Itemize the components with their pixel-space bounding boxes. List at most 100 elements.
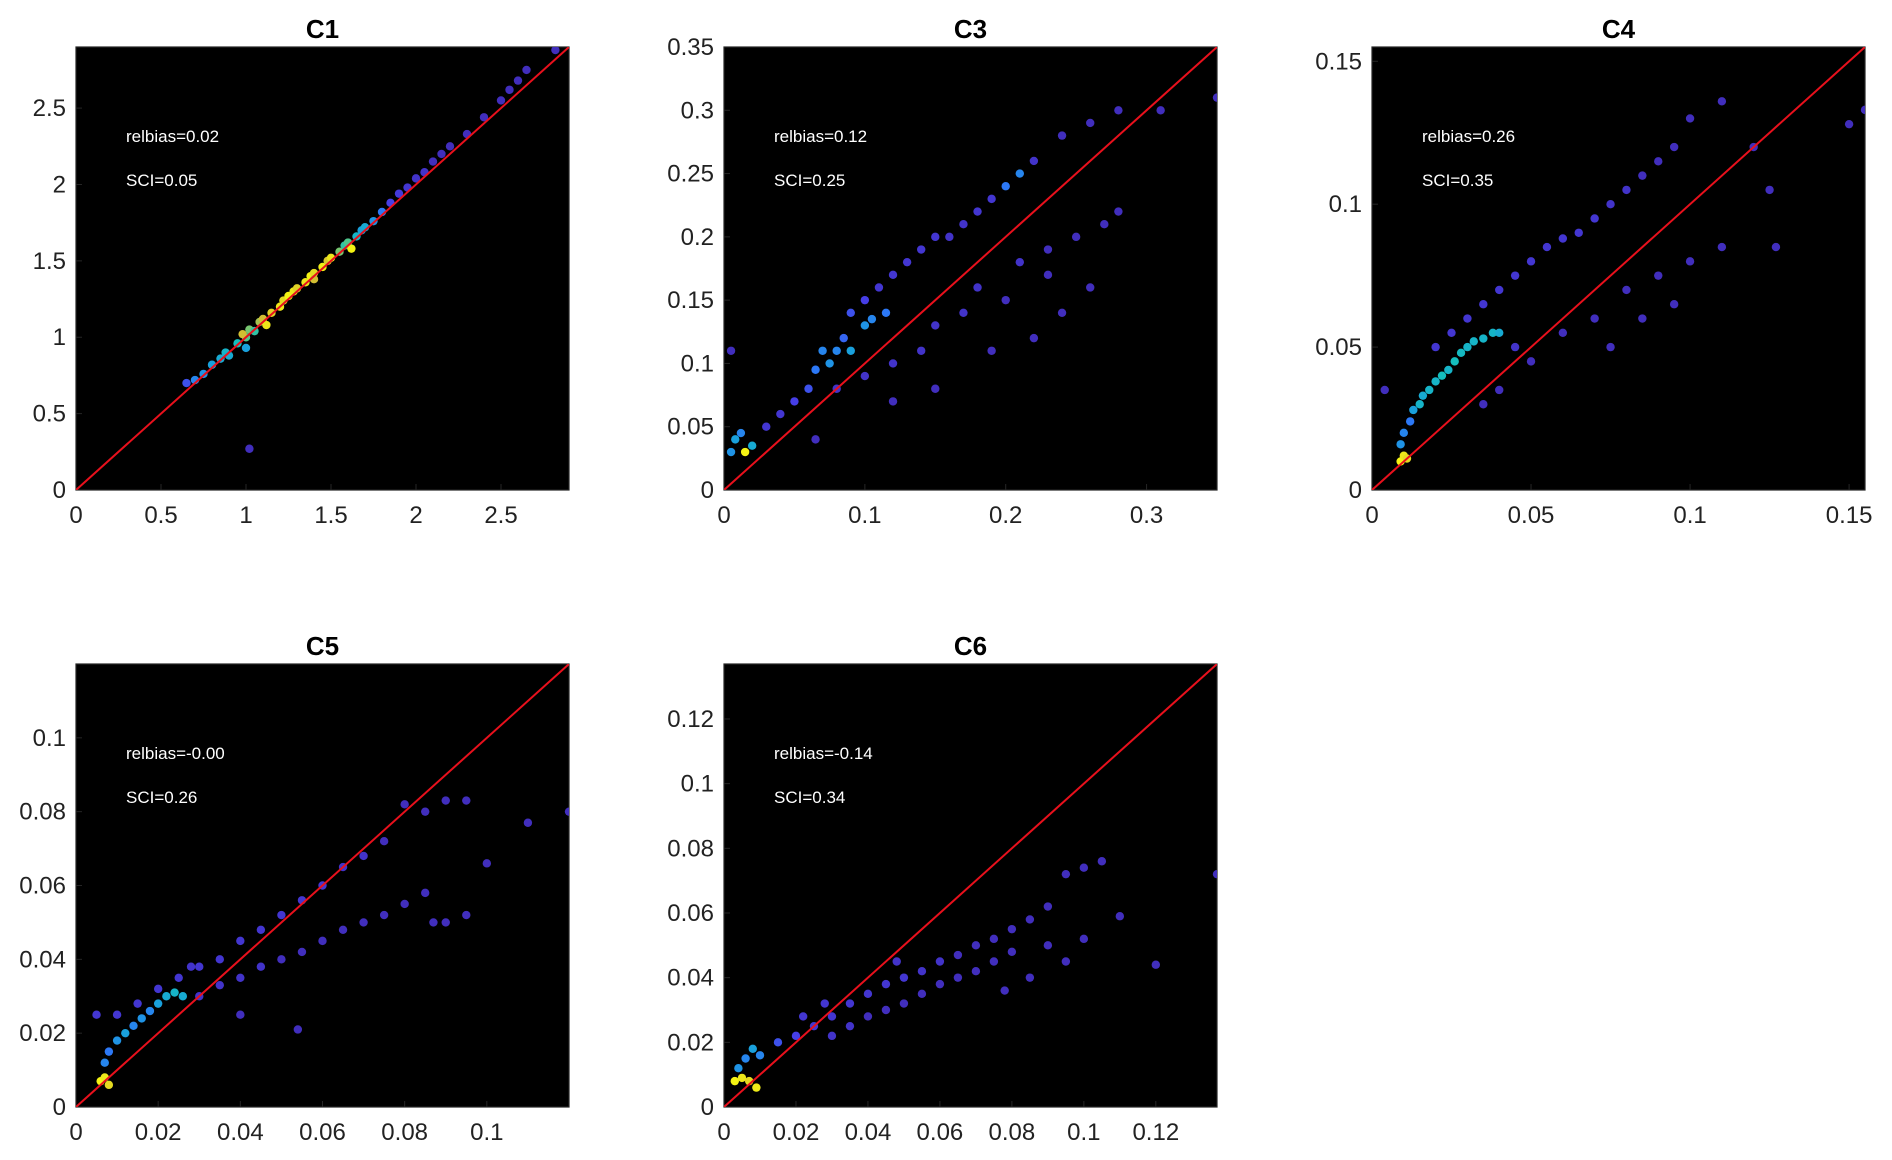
scatter-point (917, 346, 926, 355)
scatter-point (827, 1031, 837, 1041)
identity-line (724, 47, 1217, 490)
scatter-point (899, 999, 909, 1008)
y-tick-label: 0.08 (19, 799, 66, 826)
scatter-point (1685, 114, 1695, 123)
y-tick-label: 0.06 (19, 873, 66, 900)
scatter-point (277, 955, 286, 964)
scatter-point (1765, 185, 1774, 195)
y-tick-label: 0.35 (667, 34, 714, 61)
chart-panel-c4: C4 0 0.05 0.1 0.15 0 0.05 0.1 0.15 relbias=0.26 SC… (1315, 14, 1872, 529)
chart-title: C1 (306, 14, 339, 44)
y-tick-label: 0.04 (19, 946, 66, 973)
scatter-point (1447, 328, 1456, 338)
scatter-point (238, 329, 247, 339)
scatter-point (1469, 337, 1478, 346)
scatter-point (1488, 328, 1498, 338)
scatter-point (818, 346, 827, 355)
relbias-annotation: relbias=-0.14 (774, 744, 873, 763)
scatter-point (888, 270, 898, 280)
scatter-point (987, 194, 996, 204)
scatter-point (1025, 973, 1035, 982)
relbias-annotation: relbias=-0.00 (126, 744, 225, 763)
scatter-point (379, 837, 389, 846)
x-tick-label: 0.1 (848, 502, 881, 529)
chart-title: C6 (954, 631, 987, 661)
x-tick-label: 0.06 (917, 1119, 964, 1146)
scatter-point (153, 984, 163, 994)
scatter-point (1114, 207, 1123, 216)
scatter-point (338, 925, 348, 934)
x-tick-label: 0.12 (1132, 1119, 1179, 1146)
scatter-point (421, 807, 430, 816)
scatter-point (1456, 348, 1466, 358)
y-tick-label: 0.1 (681, 350, 714, 377)
x-tick-label: 0.06 (299, 1119, 346, 1146)
scatter-point (1001, 182, 1010, 191)
scatter-point (429, 918, 438, 927)
scatter-point (755, 1051, 765, 1060)
scatter-point (1409, 405, 1418, 415)
scatter-point (104, 1080, 114, 1090)
scatter-point (256, 925, 266, 934)
scatter-point (133, 999, 142, 1008)
x-tick-label: 2 (409, 502, 422, 529)
scatter-point (297, 947, 307, 957)
scatter-point (1844, 119, 1854, 129)
scatter-point (256, 962, 266, 971)
scatter-points (726, 93, 1217, 457)
y-tick-label: 0 (53, 1094, 66, 1121)
scatter-point (730, 1076, 739, 1086)
scatter-point (846, 346, 855, 355)
scatter-point (1510, 342, 1520, 352)
scatter-point (1463, 342, 1472, 352)
x-tick-label: 0 (717, 1119, 730, 1146)
scatter-point (1043, 902, 1053, 911)
sci-annotation: SCI=0.25 (774, 171, 845, 190)
scatter-point (741, 1054, 750, 1063)
scatter-point (1043, 941, 1053, 950)
scatter-point (860, 371, 870, 381)
scatter-points (92, 796, 569, 1090)
scatter-point (421, 888, 430, 898)
scatter-point (776, 409, 785, 419)
scatter-point (752, 1083, 761, 1092)
scatter-point (1043, 270, 1053, 280)
scatter-point (1057, 131, 1067, 140)
scatter-point (236, 936, 245, 946)
scatter-point (1654, 271, 1663, 280)
chart-title: C3 (954, 14, 987, 44)
scatter-point (1212, 93, 1217, 102)
scatter-point (174, 973, 183, 982)
scatter-point (1079, 863, 1089, 872)
x-tick-label: 0.02 (135, 1119, 182, 1146)
scatter-point (1061, 957, 1071, 966)
x-tick-label: 1 (239, 502, 252, 529)
relbias-annotation: relbias=0.12 (774, 127, 867, 146)
scatter-point (1542, 242, 1552, 252)
scatter-point (1007, 947, 1017, 956)
scatter-point (92, 1010, 101, 1019)
scatter-point (737, 1073, 747, 1083)
scatter-point (959, 308, 968, 317)
x-tick-label: 0.5 (144, 502, 177, 529)
scatter-point (811, 365, 820, 374)
scatter-point (112, 1010, 122, 1019)
scatter-point (445, 142, 455, 151)
scatter-point (1463, 314, 1472, 323)
scatter-point (1380, 385, 1389, 395)
y-tick-label: 0.05 (667, 414, 714, 441)
scatter-point (726, 447, 736, 457)
scatter-point (400, 800, 409, 809)
scatter-point (1638, 314, 1647, 323)
scatter-point (839, 333, 848, 343)
x-tick-label: 0 (717, 502, 730, 529)
sci-annotation: SCI=0.05 (126, 171, 197, 190)
sci-annotation: SCI=0.35 (1422, 171, 1493, 190)
scatter-point (347, 244, 356, 253)
scatter-point (804, 384, 813, 393)
scatter-point (262, 320, 271, 330)
y-tick-label: 0.5 (33, 401, 66, 428)
scatter-point (860, 295, 870, 305)
scatter-point (931, 384, 940, 393)
scatter-point (1444, 365, 1453, 375)
